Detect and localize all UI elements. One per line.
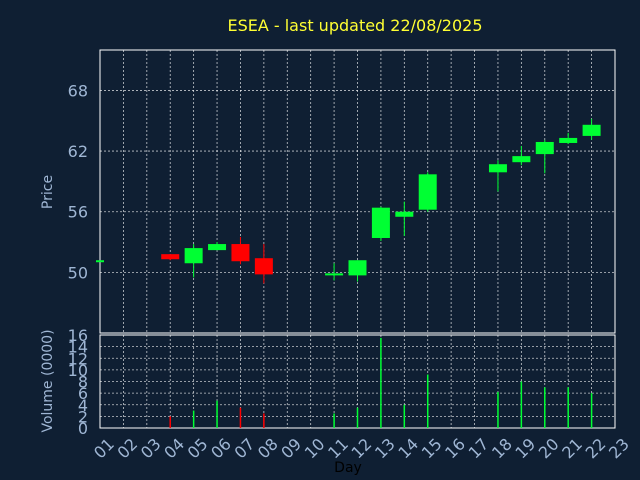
volume-tick-label: 10 xyxy=(68,361,88,380)
volume-tick-label: 12 xyxy=(68,349,88,368)
volume-tick-label: 2 xyxy=(78,407,88,426)
price-tick-label: 50 xyxy=(68,263,88,282)
volume-bar xyxy=(380,337,382,428)
price-axis-label: Price xyxy=(40,175,56,209)
price-frame xyxy=(99,49,616,334)
volume-axis-label: Volume (0000) xyxy=(40,329,56,432)
volume-bar xyxy=(333,413,335,428)
candle-body xyxy=(254,258,273,275)
candle-body xyxy=(231,244,250,262)
x-axis-label: Day xyxy=(334,460,362,476)
volume-bar xyxy=(590,393,593,428)
candle-body xyxy=(161,254,180,260)
volume-tick-label: 4 xyxy=(78,396,88,415)
candle-body xyxy=(488,164,507,173)
candle-body xyxy=(184,248,203,264)
candle-body xyxy=(559,137,578,143)
price-tick-label: 68 xyxy=(68,81,88,100)
volume-tick-label: 8 xyxy=(78,373,88,392)
candle-body xyxy=(371,207,390,238)
volume-tick-label: 0 xyxy=(78,419,88,438)
candle-body xyxy=(208,244,227,251)
chart-title: ESEA - last updated 22/08/2025 xyxy=(227,16,482,35)
volume-bar xyxy=(520,381,523,428)
volume-tick-label: 6 xyxy=(78,384,88,403)
volume-bar xyxy=(544,387,546,428)
price-tick-label: 62 xyxy=(68,142,88,161)
volume-bar xyxy=(216,400,218,428)
candle-body xyxy=(418,174,437,210)
x-tick-label: 23 xyxy=(605,434,633,462)
candle-body xyxy=(325,273,344,276)
candle-body xyxy=(96,260,104,263)
volume-bar xyxy=(192,410,195,428)
volume-bar xyxy=(497,391,499,428)
volume-bar xyxy=(263,413,265,428)
candle-body xyxy=(535,141,554,155)
price-tick-label: 56 xyxy=(68,203,88,222)
x-axis-ticks: 0102030405060708091011121314151617181920… xyxy=(90,434,633,462)
volume-tick-label: 14 xyxy=(68,338,88,357)
candle-body xyxy=(348,260,367,276)
volume-bar xyxy=(567,387,569,428)
volume-bar xyxy=(403,404,406,428)
volume-bar xyxy=(169,416,171,428)
candle-body xyxy=(512,156,531,163)
volume-bar xyxy=(426,374,429,428)
volume-tick-label: 16 xyxy=(68,326,88,345)
price-panel: 50 56 62 68 xyxy=(68,49,616,334)
candle-body xyxy=(582,124,601,136)
volume-bar xyxy=(239,407,242,428)
volume-bar xyxy=(356,407,359,428)
candle-body xyxy=(395,211,414,217)
